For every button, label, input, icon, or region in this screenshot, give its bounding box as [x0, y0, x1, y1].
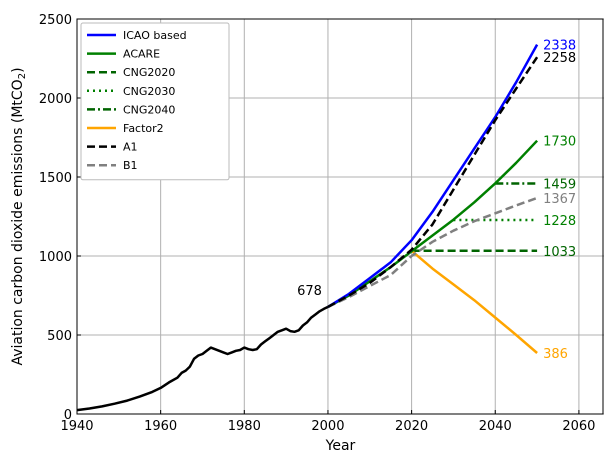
legend-label: CNG2020: [123, 66, 175, 79]
value-label: 1459: [543, 177, 576, 192]
x-tick-label: 1960: [144, 419, 177, 434]
series-lines: [76, 43, 539, 412]
legend-label: CNG2030: [123, 85, 175, 98]
value-label: 2258: [543, 51, 576, 66]
legend-label: Factor2: [123, 122, 164, 135]
y-tick-label: 2500: [39, 13, 72, 28]
series-line-a1: [327, 56, 539, 308]
value-label: 2338: [543, 39, 576, 54]
x-axis-label: Year: [325, 438, 356, 454]
x-tick-label: 1940: [60, 419, 93, 434]
y-tick-label: 2000: [39, 92, 72, 107]
y-tick-label: 1500: [39, 171, 72, 186]
legend-label: ACARE: [123, 48, 160, 61]
y-axis-label-subscript: 2: [17, 73, 28, 79]
series-line-factor2: [410, 249, 538, 354]
value-label: 678: [297, 284, 322, 299]
series-line-icao-based: [327, 43, 539, 308]
y-axis-label: Aviation carbon dioxide emissions (MtCO2…: [10, 67, 28, 365]
y-axis-label-main: Aviation carbon dioxide emissions (MtCO: [10, 79, 26, 365]
legend-label: ICAO based: [123, 29, 187, 42]
legend-label: CNG2040: [123, 103, 175, 116]
value-label: 1228: [543, 214, 576, 229]
x-tick-label: 2060: [562, 419, 595, 434]
value-label: 386: [543, 347, 568, 362]
y-tick-label: 1000: [39, 250, 72, 265]
series-line-b1: [327, 196, 538, 309]
legend-label: B1: [123, 159, 138, 172]
y-axis-label-end: ): [10, 67, 26, 72]
plot-frame: [76, 18, 604, 415]
value-label: 1367: [543, 192, 576, 207]
x-tick-label: 1980: [228, 419, 261, 434]
x-tick-label: 2000: [311, 419, 344, 434]
x-tick-label: 2040: [479, 419, 512, 434]
value-label: 1033: [543, 245, 576, 260]
axis-ticks: 1940 1960 1980 2000 2020 2040 2060 0 500 1000 1500…: [39, 13, 596, 434]
series-line-history: [76, 305, 329, 412]
legend: ICAO based ACARE CNG2020 CNG2030 CNG2040 Fact…: [80, 22, 230, 181]
y-tick-label: 500: [47, 329, 72, 344]
y-tick-label: 0: [64, 408, 72, 423]
legend-label: A1: [123, 141, 138, 154]
value-label: 1730: [543, 135, 576, 150]
x-tick-label: 2020: [395, 419, 428, 434]
legend-box: [80, 22, 230, 181]
